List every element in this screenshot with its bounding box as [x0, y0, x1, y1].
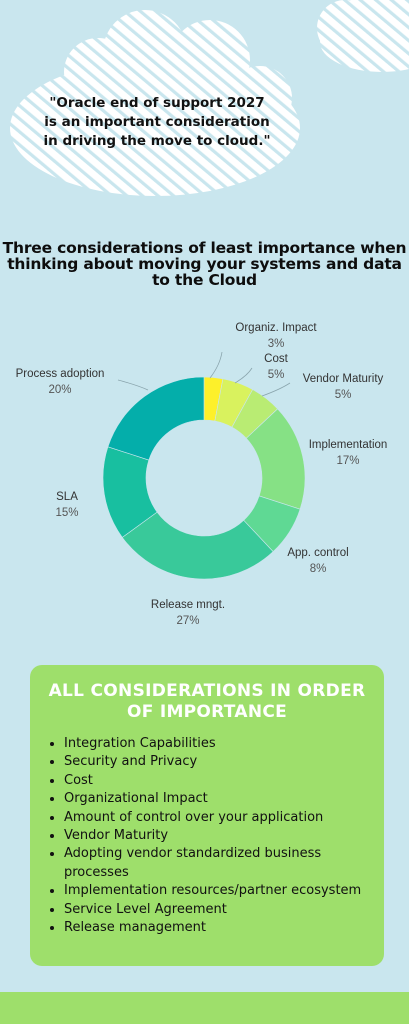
leader-line: [234, 367, 253, 384]
considerations-list: Integration CapabilitiesSecurity and Pri…: [30, 735, 384, 937]
donut-slice: [121, 511, 274, 580]
consideration-item: Implementation resources/partner ecosyst…: [64, 882, 374, 900]
slice-label: SLA 15%: [7, 489, 127, 521]
consideration-item: Amount of control over your application: [64, 809, 374, 827]
slice-name: SLA: [56, 491, 78, 503]
slice-label: App. control 8%: [258, 545, 378, 577]
consideration-item: Security and Privacy: [64, 753, 374, 771]
slice-label: Implementation 17%: [288, 437, 408, 469]
slice-name: Implementation: [308, 439, 388, 451]
leader-line: [261, 382, 291, 397]
slice-percent: 20%: [48, 384, 72, 396]
slice-label: Release mngt. 27%: [128, 597, 248, 629]
cloud-decoration: [10, 0, 409, 196]
footer-band: [0, 992, 409, 1024]
slice-percent: 8%: [309, 563, 327, 575]
considerations-card: ALL CONSIDERATIONS IN ORDER OF IMPORTANC…: [30, 665, 384, 966]
slice-percent: 3%: [267, 338, 285, 350]
slice-name: Organiz. Impact: [235, 322, 317, 334]
slice-name: App. control: [287, 547, 349, 559]
slice-percent: 5%: [334, 389, 352, 401]
consideration-item: Cost: [64, 772, 374, 790]
consideration-item: Organizational Impact: [64, 790, 374, 808]
slice-percent: 17%: [336, 455, 360, 467]
slice-percent: 5%: [267, 369, 285, 381]
slice-label: Process adoption 20%: [0, 366, 120, 398]
leader-line: [209, 351, 223, 379]
small-cloud: [317, 0, 409, 72]
leader-line: [117, 379, 149, 391]
donut-chart: [102, 351, 306, 580]
slice-name: Cost: [264, 353, 288, 365]
slice-percent: 27%: [176, 615, 200, 627]
slice-percent: 15%: [55, 507, 79, 519]
slice-label: Organiz. Impact 3%: [216, 320, 336, 352]
slice-name: Vendor Maturity: [302, 373, 384, 385]
chart-title: Three considerations of least importance…: [2, 239, 407, 289]
slice-label: Vendor Maturity 5%: [283, 371, 403, 403]
consideration-item: Vendor Maturity: [64, 827, 374, 845]
consideration-item: Service Level Agreement: [64, 901, 374, 919]
quote-text: "Oracle end of support 2027 is an import…: [43, 95, 271, 149]
considerations-title: ALL CONSIDERATIONS IN ORDER OF IMPORTANC…: [48, 681, 366, 722]
consideration-item: Integration Capabilities: [64, 735, 374, 753]
slice-label: Cost 5%: [216, 351, 336, 383]
slice-name: Process adoption: [15, 368, 105, 380]
consideration-item: Adopting vendor standardized business pr…: [64, 845, 374, 882]
consideration-item: Release management: [64, 919, 374, 937]
donut-slice: [107, 376, 205, 461]
large-cloud: [10, 10, 300, 196]
slice-name: Release mngt.: [150, 599, 226, 611]
